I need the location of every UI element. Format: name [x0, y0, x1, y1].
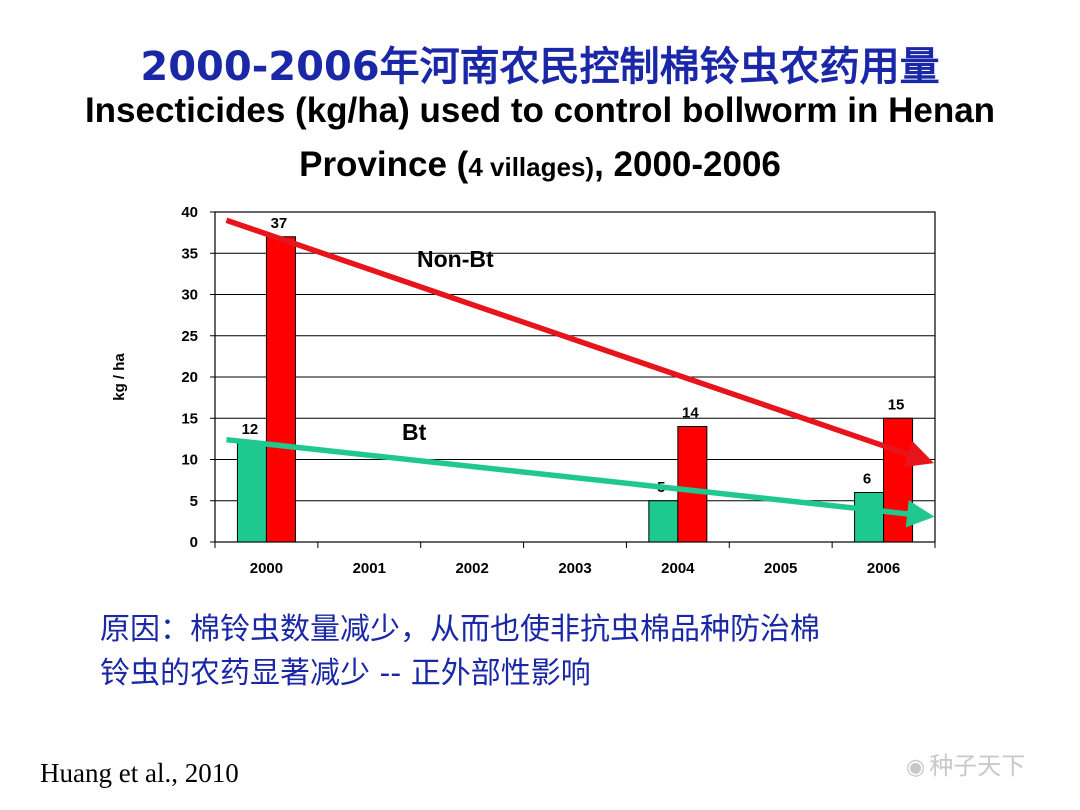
title-english-line2-b: 4 villages) — [468, 152, 595, 182]
y-axis-label: kg / ha — [111, 353, 128, 401]
data-label: 15 — [888, 396, 905, 413]
y-tick-label: 40 — [181, 204, 198, 221]
trend-line — [226, 436, 935, 528]
y-tick-label: 20 — [181, 369, 198, 386]
y-tick-label: 35 — [181, 245, 198, 262]
x-tick-label: 2003 — [558, 560, 591, 577]
watermark-text: 种子天下 — [929, 752, 1026, 780]
data-label: 37 — [271, 215, 288, 232]
x-tick-label: 2006 — [867, 560, 900, 577]
bar — [265, 236, 296, 543]
y-tick-label: 30 — [181, 287, 198, 304]
x-tick-label: 2000 — [250, 560, 283, 577]
x-tick-label: 2004 — [661, 560, 695, 577]
bar — [854, 492, 885, 543]
y-tick-label: 25 — [181, 328, 198, 345]
citation: Huang et al., 2010 — [40, 758, 239, 788]
title-english: Insecticides (kg/ha) used to control bol… — [80, 84, 1000, 194]
data-label: 12 — [242, 421, 259, 438]
y-tick-label: 0 — [190, 534, 198, 551]
note-line2: 铃虫的农药显著减少 -- 正外部性影响 — [100, 656, 591, 691]
trend-line — [225, 217, 934, 468]
title-english-line1: Insecticides (kg/ha) used to control bol… — [84, 91, 996, 130]
series-label: Bt — [402, 419, 427, 445]
y-tick-label: 10 — [181, 452, 198, 469]
data-label: 14 — [682, 405, 699, 422]
watermark: ◉ 种子天下 — [906, 746, 1025, 781]
y-tick-label: 5 — [190, 493, 198, 510]
y-tick-label: 15 — [181, 410, 198, 427]
data-label: 6 — [863, 471, 871, 488]
note-line1: 原因：棉铃虫数量减少，从而也使非抗虫棉品种防治棉 — [100, 612, 820, 647]
title-english-line2-c: , 2000-2006 — [594, 145, 781, 184]
bar — [236, 442, 267, 543]
bar — [677, 426, 708, 543]
wechat-icon: ◉ — [906, 755, 926, 780]
bar-chart: 0 5 10 15 20 25 30 35 40 2000 2001 2002 2003 2004 2005… — [111, 204, 936, 577]
series-label: Non-Bt — [417, 246, 494, 272]
title-chinese: 2000-2006年河南农民控制棉铃虫农药用量 — [140, 44, 940, 90]
x-tick-label: 2002 — [455, 560, 488, 577]
bar — [883, 417, 914, 543]
title-english-line2-a: Province ( — [299, 145, 469, 184]
x-tick-label: 2001 — [353, 560, 386, 577]
bar — [648, 500, 679, 543]
x-tick-label: 2005 — [764, 560, 797, 577]
reason-note: 原因：棉铃虫数量减少，从而也使非抗虫棉品种防治棉 铃虫的农药显著减少 -- 正外… — [100, 608, 1000, 696]
